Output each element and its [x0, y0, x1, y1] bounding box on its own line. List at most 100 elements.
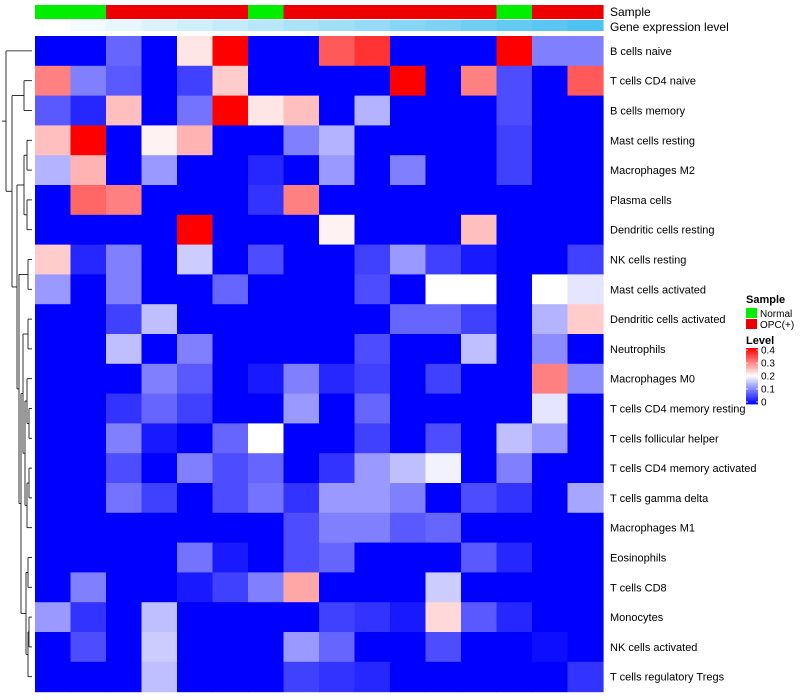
- heatmap-cell: [177, 512, 214, 544]
- heatmap-cell: [461, 542, 498, 573]
- sample-track-cell: [141, 5, 178, 19]
- heatmap-cell: [248, 661, 285, 693]
- heatmap-cell: [496, 661, 533, 693]
- heatmap-cell: [319, 363, 356, 395]
- heatmap-cell: [425, 274, 462, 305]
- heatmap-cell: [425, 393, 462, 424]
- colorbar-tick-label: 0: [761, 398, 767, 409]
- heatmap-cell: [283, 393, 320, 424]
- colorbar-step: [746, 357, 758, 360]
- heatmap-cell: [461, 125, 498, 156]
- colorbar-tick-label: 0.2: [761, 372, 775, 383]
- heatmap-cell: [461, 393, 498, 424]
- heatmap-cell: [567, 155, 604, 186]
- heatmap-cell: [496, 244, 533, 275]
- sample-track-cell: [461, 5, 498, 19]
- heatmap-cell: [248, 95, 285, 126]
- heatmap-cell: [70, 36, 107, 67]
- heatmap-cell: [319, 244, 356, 275]
- heatmap-cell: [106, 155, 143, 186]
- heatmap-cell: [461, 36, 498, 67]
- sample-track-cell: [283, 5, 320, 19]
- colorbar-step: [746, 367, 758, 370]
- heatmap-cell: [496, 304, 533, 335]
- heatmap-cell: [319, 214, 356, 246]
- heatmap-cell: [248, 602, 285, 633]
- heatmap-cell: [177, 602, 214, 633]
- heatmap-cell: [141, 155, 178, 186]
- heatmap-cell: [106, 334, 143, 365]
- heatmap-cell: [319, 185, 356, 216]
- heatmap-cell: [532, 274, 569, 305]
- legend-entry-label: OPC(+): [760, 320, 794, 331]
- heatmap-cell: [212, 423, 249, 454]
- heatmap-cell: [567, 274, 604, 305]
- row-label: T cells CD4 naive: [610, 76, 696, 88]
- heatmap-cell: [354, 512, 391, 544]
- heatmap-cell: [425, 334, 462, 365]
- heatmap-cell: [532, 125, 569, 156]
- heatmap-cell: [567, 512, 604, 544]
- heatmap-cell: [390, 453, 427, 484]
- colorbar-step: [746, 350, 758, 353]
- heatmap-cell: [390, 304, 427, 335]
- colorbar-step: [746, 387, 758, 389]
- heatmap-cell: [532, 602, 569, 633]
- legend-entry-label: Normal: [760, 309, 792, 320]
- heatmap-cell: [212, 632, 249, 663]
- heatmap-cell: [106, 483, 143, 514]
- colorbar-step: [746, 397, 758, 399]
- heatmap-cell: [177, 453, 214, 484]
- heatmap-cell: [319, 423, 356, 454]
- heatmap-cell: [283, 572, 320, 603]
- heatmap-cell: [319, 95, 356, 126]
- heatmap-cell: [283, 274, 320, 305]
- heatmap-cell: [248, 244, 285, 275]
- heatmap-cell: [425, 185, 462, 216]
- heatmap-cell: [141, 393, 178, 424]
- heatmap-cell: [354, 363, 391, 395]
- heatmap-cell: [35, 423, 72, 454]
- heatmap-cell: [248, 542, 285, 573]
- heatmap-cell: [390, 155, 427, 186]
- row-label: Macrophages M0: [610, 374, 695, 386]
- heatmap-cell: [461, 423, 498, 454]
- heatmap-cell: [212, 393, 249, 424]
- row-label: T cells regulatory Tregs: [610, 672, 725, 684]
- heatmap-cell: [461, 185, 498, 216]
- heatmap-cell: [283, 185, 320, 216]
- heatmap-cell: [70, 512, 107, 544]
- heatmap-cell: [532, 185, 569, 216]
- heatmap-cell: [35, 36, 72, 67]
- heatmap-cell: [106, 36, 143, 67]
- heatmap-cell: [141, 602, 178, 633]
- heatmap-cell: [35, 542, 72, 573]
- heatmap-cell: [70, 661, 107, 693]
- colorbar-step: [746, 394, 758, 396]
- colorbar-step: [746, 374, 758, 377]
- heatmap-cell: [425, 65, 462, 97]
- colorbar-step: [746, 373, 758, 375]
- heatmap-cell: [496, 185, 533, 216]
- heatmap-cell: [319, 453, 356, 484]
- heatmap-cell: [319, 602, 356, 633]
- heatmap-cell: [141, 274, 178, 305]
- heatmap-cell: [35, 572, 72, 603]
- heatmap-cell: [35, 334, 72, 365]
- row-label: Plasma cells: [610, 195, 672, 207]
- expression-track-cell: [283, 20, 320, 31]
- heatmap-cell: [283, 423, 320, 454]
- heatmap-cell: [496, 65, 533, 97]
- heatmap-cell: [212, 125, 249, 156]
- colorbar-tick-label: 0.4: [761, 346, 775, 357]
- heatmap-cell: [283, 65, 320, 97]
- heatmap-cell: [212, 95, 249, 126]
- heatmap-cell: [390, 65, 427, 97]
- heatmap-cell: [35, 602, 72, 633]
- heatmap-cell: [177, 185, 214, 216]
- heatmap-cell: [461, 483, 498, 514]
- expression-track-cell: [106, 20, 143, 31]
- colorbar-step: [746, 381, 758, 384]
- heatmap-cell: [177, 483, 214, 514]
